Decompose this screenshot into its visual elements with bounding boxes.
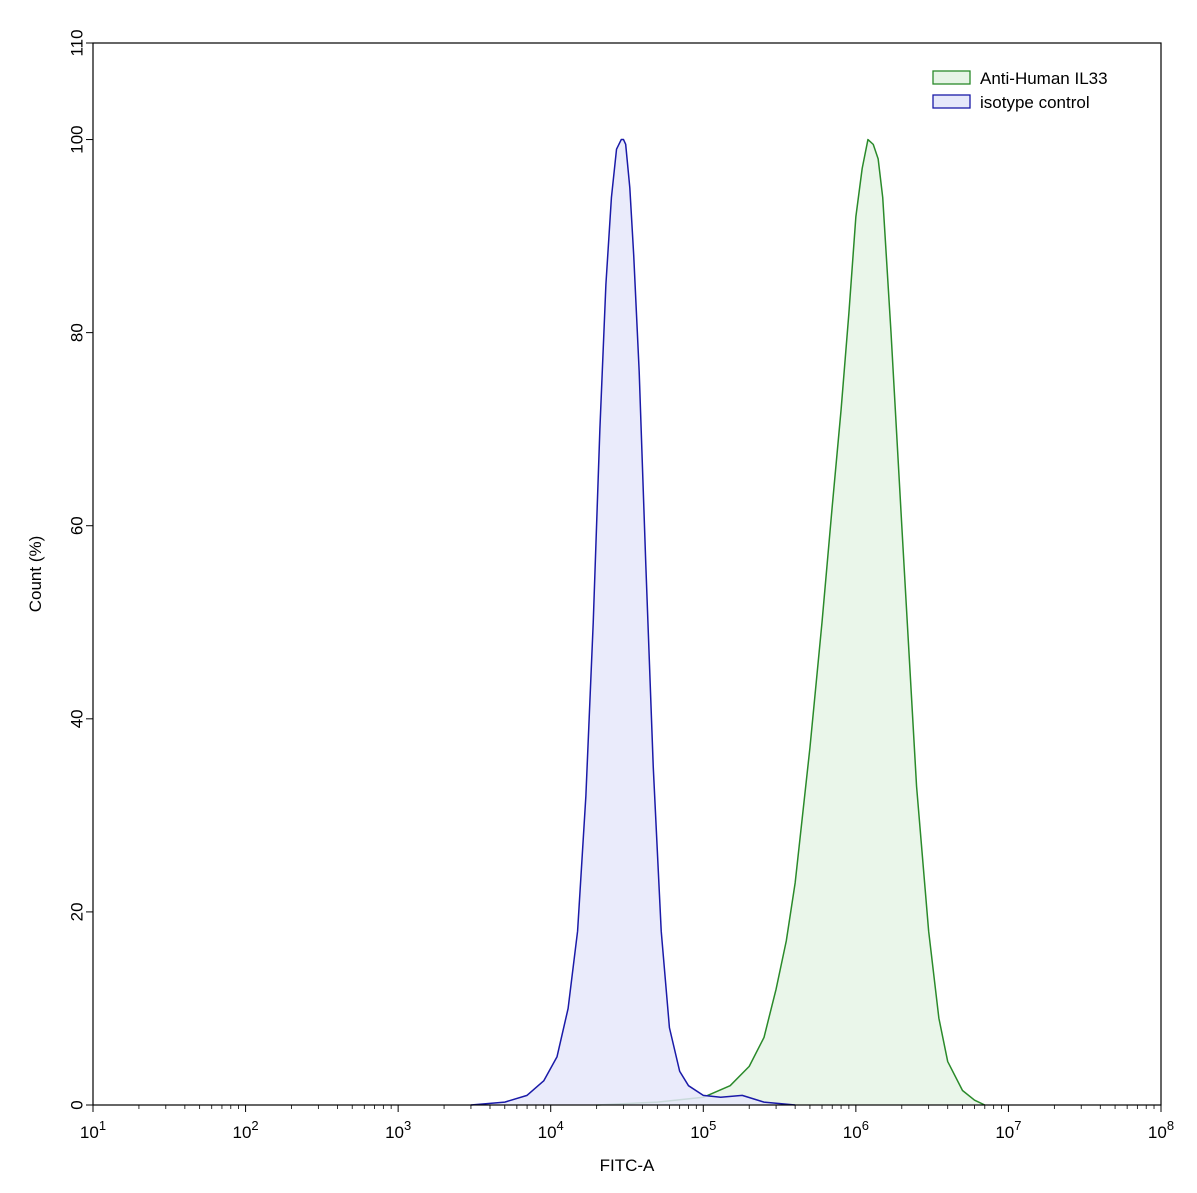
x-tick-label: 101 [80,1118,106,1142]
series-line-0 [596,138,986,1106]
y-axis-title: Count (%) [26,536,45,613]
x-tick-label: 102 [232,1118,258,1142]
legend-swatch [932,94,971,109]
series-area-0 [596,139,985,1106]
y-tick-label: 80 [68,323,87,342]
y-tick-label: 100 [68,125,87,153]
x-tick-label: 105 [690,1118,716,1142]
series-layer [470,138,986,1106]
y-axis: 0 20 40 60 80 100 110 [68,29,93,1110]
x-tick-label: 103 [385,1118,411,1142]
x-tick-label: 106 [843,1118,869,1142]
legend-label: isotype control [980,93,1090,112]
y-tick-label: 60 [68,516,87,535]
x-tick-label: 104 [538,1118,564,1142]
legend-label: Anti-Human IL33 [980,69,1108,88]
x-tick-label: 108 [1148,1118,1174,1142]
plot-frame [92,42,1162,1106]
y-tick-label: 40 [68,709,87,728]
x-tick-label: 107 [995,1118,1021,1142]
legend: Anti-Human IL33 isotype control [932,69,1108,112]
y-tick-label: 20 [68,902,87,921]
y-tick-label: 0 [68,1100,87,1109]
y-tick-label: 110 [68,29,87,56]
series-line-1 [470,138,796,1106]
series-area-1 [470,139,796,1106]
legend-swatch [932,70,971,85]
x-axis: 101 102 103 104 105 106 107 108 [80,1105,1174,1142]
x-axis-title: FITC-A [600,1156,655,1175]
